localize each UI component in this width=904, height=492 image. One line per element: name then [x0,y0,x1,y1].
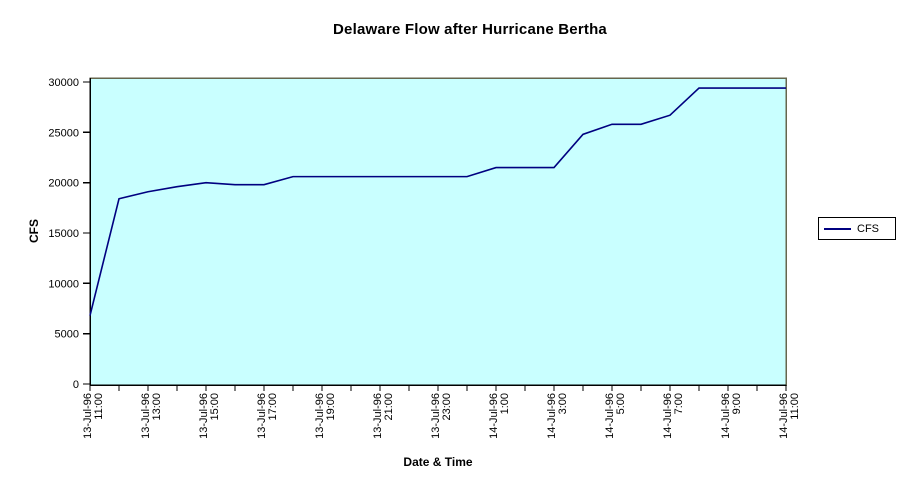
x-tick-label-time: 11:00 [789,393,801,420]
chart-title: Delaware Flow after Hurricane Bertha [333,21,607,38]
x-tick-label-date: 14-Jul-96 [778,393,790,439]
y-tick-label: 20000 [48,178,79,190]
x-tick-label-date: 14-Jul-96 [488,393,500,439]
legend-series-label: CFS [857,222,879,235]
x-tick-label-time: 9:00 [731,393,743,414]
y-tick-label: 15000 [48,228,79,240]
y-tick-label: 30000 [48,77,79,89]
x-tick-label-date: 13-Jul-96 [314,393,326,439]
x-tick-label-time: 5:00 [615,393,627,414]
x-tick-label-time: 17:00 [267,393,279,421]
plot-area [89,77,787,386]
y-tick-label: 25000 [48,127,79,139]
x-tick-label-date: 13-Jul-96 [198,393,210,439]
x-tick-label-time: 7:00 [673,393,685,414]
y-tick-label: 10000 [48,278,79,290]
x-tick-label-date: 14-Jul-96 [720,393,732,439]
legend-line-sample [824,227,851,230]
x-tick-label-time: 19:00 [325,393,337,421]
series-line-cfs [89,87,786,316]
x-tick-label-time: 13:00 [151,393,163,421]
x-tick-label-time: 15:00 [209,393,221,421]
legend-box: CFS [818,217,896,240]
y-tick-label: 5000 [55,329,79,341]
x-tick-label-time: 21:00 [383,393,395,421]
x-tick-label-date: 13-Jul-96 [256,393,268,439]
x-tick-label-date: 13-Jul-96 [140,393,152,439]
x-tick-label-date: 13-Jul-96 [82,393,94,439]
x-tick-label-time: 1:00 [499,393,511,414]
x-axis-title: Date & Time [403,455,473,469]
x-tick-label-date: 14-Jul-96 [662,393,674,439]
x-tick-label-time: 11:00 [93,393,105,420]
x-tick-label-date: 13-Jul-96 [430,393,442,439]
x-tick-label-time: 3:00 [557,393,569,414]
x-tick-label-date: 14-Jul-96 [604,393,616,439]
x-tick-label-date: 13-Jul-96 [372,393,384,439]
y-tick-label: 0 [73,379,79,391]
y-axis-title: CFS [27,219,41,243]
x-tick-label-date: 14-Jul-96 [546,393,558,439]
x-tick-label-time: 23:00 [441,393,453,421]
